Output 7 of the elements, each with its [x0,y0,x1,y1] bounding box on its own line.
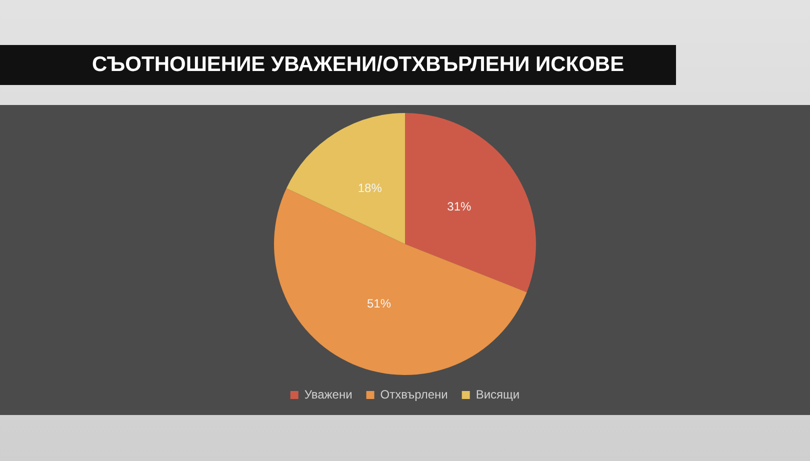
data-label: 18% [358,181,382,196]
data-label: 51% [366,296,392,310]
chart-title: СЪОТНОШЕНИЕ УВАЖЕНИ/ОТХВЪРЛЕНИ ИСКОВЕ [92,53,624,77]
data-label: 31% [447,199,472,214]
legend-label: Уважени [304,387,352,402]
legend-label: Отхвърлени [380,387,448,402]
legend-label: Висящи [476,387,520,402]
